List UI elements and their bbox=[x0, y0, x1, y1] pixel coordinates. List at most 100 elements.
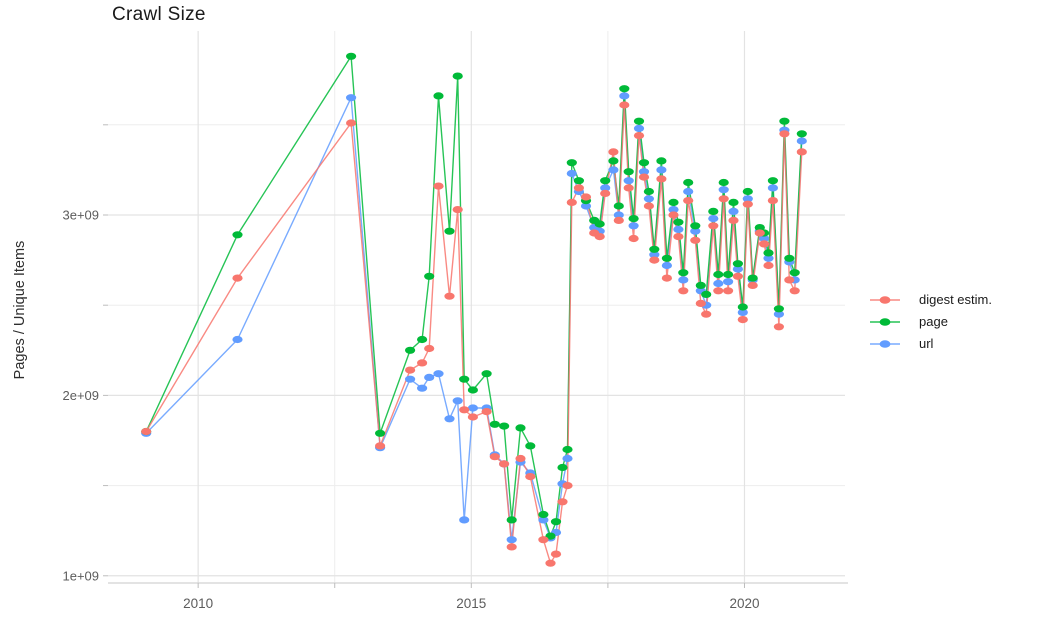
data-point bbox=[767, 184, 779, 192]
data-point bbox=[754, 224, 765, 232]
data-point bbox=[763, 249, 774, 257]
series-line-url bbox=[145, 95, 803, 541]
data-point bbox=[708, 207, 719, 215]
data-point bbox=[538, 536, 549, 544]
data-point bbox=[737, 316, 748, 324]
data-point bbox=[481, 370, 492, 378]
data-point bbox=[459, 406, 470, 414]
data-point bbox=[683, 187, 694, 196]
data-point bbox=[346, 119, 357, 127]
y-tick-label: 1e+09 bbox=[62, 568, 99, 583]
data-point bbox=[424, 344, 435, 353]
legend-key-dot bbox=[879, 317, 891, 326]
data-point bbox=[594, 220, 605, 228]
data-point bbox=[623, 184, 634, 192]
data-point bbox=[608, 166, 619, 174]
data-point bbox=[232, 335, 243, 344]
data-point bbox=[695, 281, 706, 289]
data-point bbox=[232, 274, 243, 282]
data-point bbox=[773, 305, 785, 313]
page-title: Crawl Size bbox=[112, 4, 206, 25]
data-point bbox=[562, 482, 573, 490]
data-point bbox=[649, 245, 660, 253]
data-point bbox=[459, 375, 470, 383]
data-point bbox=[538, 516, 549, 524]
data-point bbox=[600, 177, 611, 185]
legend-label: digest estim. bbox=[919, 292, 992, 307]
data-point bbox=[566, 169, 577, 178]
data-point bbox=[759, 234, 770, 243]
data-point bbox=[525, 442, 536, 450]
data-point bbox=[545, 559, 556, 567]
data-point bbox=[232, 231, 243, 239]
data-point bbox=[499, 422, 510, 430]
legend-item-page: page bbox=[868, 314, 992, 329]
data-point bbox=[732, 272, 744, 280]
data-point bbox=[405, 366, 416, 374]
data-point bbox=[489, 453, 500, 461]
data-point bbox=[673, 233, 684, 241]
series-points-url bbox=[141, 92, 807, 544]
data-point bbox=[643, 187, 655, 196]
data-point bbox=[656, 157, 667, 165]
data-point bbox=[789, 287, 800, 295]
data-point bbox=[628, 215, 639, 223]
data-point bbox=[538, 510, 549, 519]
data-point bbox=[728, 216, 739, 224]
data-point bbox=[608, 148, 619, 156]
data-point bbox=[643, 202, 655, 210]
data-point bbox=[459, 516, 470, 524]
data-point bbox=[506, 536, 517, 544]
tick-marks bbox=[103, 124, 745, 588]
data-point bbox=[656, 175, 667, 183]
data-point bbox=[759, 240, 770, 248]
data-point bbox=[346, 94, 357, 102]
data-point bbox=[708, 215, 719, 223]
data-point bbox=[690, 236, 701, 244]
data-point bbox=[742, 187, 753, 196]
data-point bbox=[763, 261, 774, 270]
data-point bbox=[633, 124, 645, 132]
data-point bbox=[619, 85, 630, 93]
data-point bbox=[661, 274, 673, 282]
data-point bbox=[661, 261, 673, 270]
data-point bbox=[690, 227, 701, 235]
data-point bbox=[141, 427, 152, 436]
legend-key-dot bbox=[879, 295, 891, 304]
data-point bbox=[608, 157, 619, 165]
data-point bbox=[754, 229, 765, 237]
data-point bbox=[467, 386, 478, 394]
data-point bbox=[566, 159, 577, 167]
data-point bbox=[723, 287, 734, 295]
data-point bbox=[683, 197, 694, 205]
series-line-digest-estim- bbox=[145, 104, 803, 564]
data-point bbox=[444, 415, 455, 423]
data-point bbox=[747, 281, 758, 289]
data-point bbox=[557, 463, 568, 472]
data-point bbox=[701, 290, 712, 298]
data-point bbox=[728, 198, 739, 206]
data-point bbox=[763, 254, 774, 262]
data-point bbox=[678, 269, 689, 277]
data-point bbox=[550, 550, 562, 558]
data-point bbox=[405, 375, 416, 383]
data-point bbox=[732, 260, 744, 268]
data-point bbox=[467, 413, 478, 421]
x-tick-label: 2020 bbox=[729, 596, 759, 611]
data-point bbox=[668, 211, 679, 219]
data-point bbox=[623, 177, 634, 185]
data-point bbox=[613, 216, 624, 224]
data-point bbox=[417, 384, 428, 392]
series-points-page bbox=[141, 52, 807, 540]
data-point bbox=[467, 404, 478, 412]
data-point bbox=[796, 148, 807, 156]
data-point bbox=[649, 251, 660, 259]
page-key-icon bbox=[870, 317, 900, 326]
data-point bbox=[638, 173, 650, 181]
data-point bbox=[633, 132, 645, 140]
data-point bbox=[444, 227, 455, 235]
data-point bbox=[690, 222, 701, 230]
data-point bbox=[784, 276, 795, 284]
data-point bbox=[545, 532, 556, 540]
data-point bbox=[557, 498, 568, 506]
